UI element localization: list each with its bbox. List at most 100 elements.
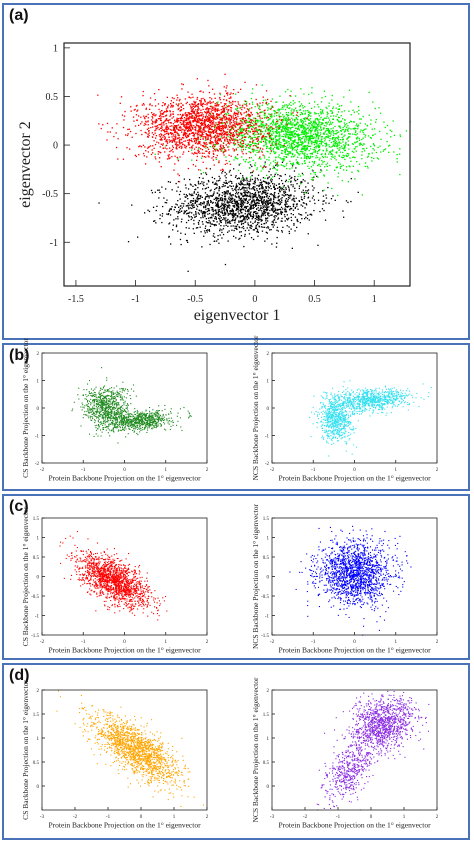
point	[328, 146, 330, 148]
point	[204, 101, 206, 103]
point	[146, 128, 149, 130]
point	[221, 231, 223, 234]
point	[175, 103, 177, 105]
point	[268, 113, 270, 115]
point	[226, 140, 229, 142]
point	[260, 200, 263, 202]
point	[307, 114, 310, 116]
point	[253, 201, 256, 203]
point	[293, 144, 295, 146]
point	[249, 184, 251, 186]
point	[246, 187, 248, 189]
point	[337, 120, 340, 122]
point	[313, 106, 316, 108]
point	[202, 105, 204, 108]
point	[238, 226, 240, 228]
point	[195, 200, 197, 202]
point	[221, 229, 223, 231]
point	[196, 196, 198, 199]
point	[195, 130, 197, 132]
point	[329, 138, 331, 140]
point	[319, 143, 321, 145]
point	[145, 107, 147, 109]
point	[216, 192, 218, 194]
point	[286, 219, 289, 221]
point	[259, 199, 261, 202]
point	[233, 235, 235, 237]
point	[195, 193, 197, 195]
point	[229, 213, 231, 215]
point	[204, 197, 206, 200]
point	[293, 123, 295, 126]
point	[306, 136, 308, 138]
point	[277, 148, 280, 150]
point	[232, 136, 234, 138]
point	[224, 205, 226, 207]
point	[253, 195, 255, 197]
point	[177, 218, 179, 220]
point	[306, 127, 308, 130]
point	[169, 208, 171, 210]
point	[190, 140, 193, 142]
point	[155, 222, 157, 224]
point	[229, 222, 232, 224]
point	[180, 102, 182, 104]
point	[214, 202, 217, 204]
point	[198, 142, 200, 144]
point	[166, 144, 168, 146]
point	[236, 178, 239, 180]
point	[197, 109, 199, 112]
point	[263, 205, 266, 207]
point	[202, 133, 204, 136]
point	[200, 231, 202, 233]
point	[222, 147, 225, 149]
point	[288, 103, 290, 105]
point	[245, 111, 247, 114]
point	[117, 138, 119, 140]
point	[225, 113, 227, 115]
point	[250, 172, 252, 174]
point	[308, 114, 310, 117]
point	[299, 214, 301, 216]
point	[234, 227, 236, 230]
point	[158, 124, 160, 126]
point	[237, 141, 239, 143]
point	[284, 204, 287, 206]
point	[243, 194, 245, 196]
point	[199, 129, 201, 131]
point	[321, 153, 323, 155]
point	[202, 215, 204, 217]
point	[226, 182, 228, 185]
point	[252, 207, 254, 210]
point	[170, 103, 172, 105]
point	[256, 231, 258, 233]
point	[138, 115, 140, 117]
point	[232, 225, 234, 227]
point	[176, 144, 178, 146]
point	[277, 146, 279, 148]
point	[135, 114, 138, 116]
point	[206, 146, 209, 149]
point	[361, 194, 363, 196]
point	[205, 111, 207, 114]
point	[279, 190, 281, 193]
point	[237, 169, 240, 172]
point	[269, 130, 272, 133]
point	[363, 148, 365, 150]
point	[175, 218, 177, 220]
point	[304, 218, 306, 220]
point	[259, 112, 261, 114]
point	[241, 203, 243, 205]
point	[204, 126, 206, 128]
point	[306, 155, 308, 158]
point	[282, 105, 284, 107]
point	[212, 101, 214, 103]
point	[306, 190, 309, 192]
point	[240, 113, 242, 115]
point	[204, 99, 206, 102]
point	[232, 185, 234, 187]
point	[259, 191, 261, 193]
point	[263, 223, 265, 225]
point	[320, 127, 322, 129]
point	[311, 130, 313, 132]
